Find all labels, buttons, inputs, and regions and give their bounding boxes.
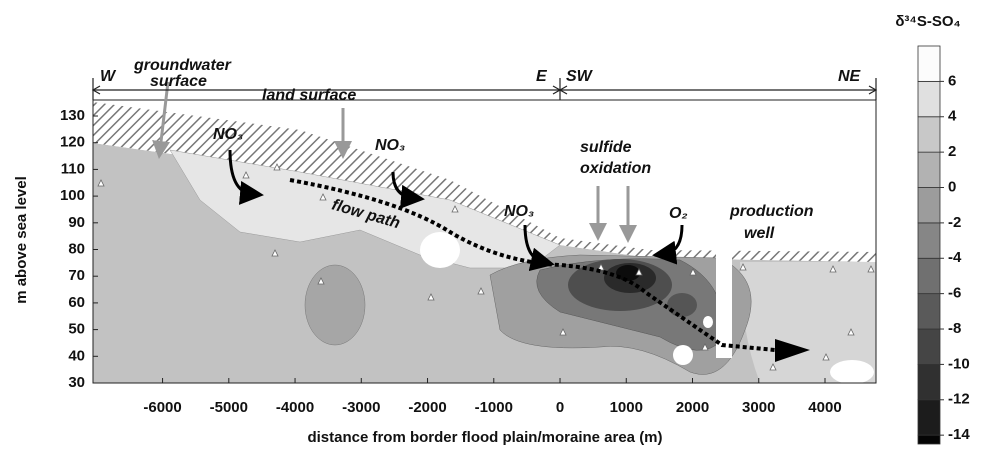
- pointer-arrows: [152, 81, 637, 243]
- colorbar-tick-label: -14: [948, 426, 970, 443]
- x-tick-label: -4000: [276, 399, 314, 416]
- colorbar-swatch: [917, 293, 941, 330]
- colorbar-tick-label: 6: [948, 72, 956, 89]
- colorbar-tick-label: -10: [948, 355, 970, 372]
- contour-field: [93, 102, 876, 383]
- x-tick-label: -5000: [210, 399, 248, 416]
- annotation: groundwater: [133, 57, 232, 74]
- x-tick-label: 3000: [742, 399, 775, 416]
- y-tick-label: 100: [60, 187, 85, 204]
- annotation: oxidation: [580, 160, 651, 177]
- y-tick-label: 70: [68, 267, 85, 284]
- x-tick-label: 4000: [808, 399, 841, 416]
- x-tick-label: 0: [556, 399, 564, 416]
- colorbar-label: δ³⁴S-SO₄: [895, 13, 960, 30]
- annotation: well: [744, 225, 775, 242]
- y-tick-label: 30: [68, 374, 85, 391]
- colorbar-tick-label: 4: [948, 108, 957, 125]
- x-tick-label: 1000: [610, 399, 643, 416]
- y-tick-label: 110: [61, 160, 85, 177]
- colorbar-swatch: [917, 328, 941, 365]
- colorbar-swatch: [917, 399, 941, 436]
- colorbar-swatch: [917, 116, 941, 153]
- annotation: production: [729, 203, 814, 220]
- colorbar-swatch: [917, 257, 941, 295]
- colorbar-swatch: [917, 187, 941, 224]
- annotation: NO₃: [375, 137, 405, 154]
- colorbar-tick-label: 0: [948, 178, 956, 195]
- colorbar-swatch: [917, 80, 941, 118]
- y-tick-label: 40: [68, 347, 85, 364]
- annotation: sulfide: [580, 139, 632, 156]
- colorbar-swatch: [917, 434, 941, 445]
- colorbar-swatch: [917, 222, 941, 259]
- annotation: O₂: [669, 205, 688, 222]
- colorbar-swatch: [917, 151, 941, 188]
- colorbar-tick-label: -6: [948, 285, 961, 302]
- y-axis-label: m above sea level: [13, 176, 30, 304]
- y-tick-label: 80: [68, 240, 85, 257]
- y-tick-label: 90: [68, 214, 85, 231]
- colorbar-tick-label: -2: [948, 214, 961, 231]
- section-label: W: [100, 68, 117, 85]
- x-axis-label: distance from border flood plain/moraine…: [307, 429, 662, 446]
- x-tick-label: -6000: [143, 399, 181, 416]
- y-tick-label: 50: [68, 321, 85, 338]
- x-tick-label: -1000: [475, 399, 513, 416]
- plot-frame: [92, 99, 877, 384]
- section-label: NE: [838, 68, 862, 85]
- colorbar-swatch: [917, 45, 941, 82]
- section-label: SW: [566, 68, 594, 85]
- y-tick-label: 120: [60, 134, 85, 151]
- annotation: land surface: [262, 87, 356, 104]
- x-tick-label: 2000: [676, 399, 709, 416]
- annotation: NO₃: [504, 203, 534, 220]
- section-bar: [91, 78, 878, 100]
- x-tick-label: -3000: [342, 399, 380, 416]
- flow-arrows: [228, 149, 684, 272]
- y-tick-label: 130: [60, 107, 85, 124]
- annotation: surface: [150, 73, 207, 90]
- colorbar-tick-label: -8: [948, 320, 961, 337]
- x-tick-label: -2000: [408, 399, 446, 416]
- y-tick-label: 60: [68, 294, 85, 311]
- colorbar-tick-label: -12: [948, 391, 970, 408]
- colorbar-tick-label: 2: [948, 143, 956, 160]
- annotation: NO₃: [213, 126, 243, 143]
- colorbar-swatch: [917, 363, 941, 401]
- section-label: E: [536, 68, 548, 85]
- colorbar-tick-label: -4: [948, 249, 962, 266]
